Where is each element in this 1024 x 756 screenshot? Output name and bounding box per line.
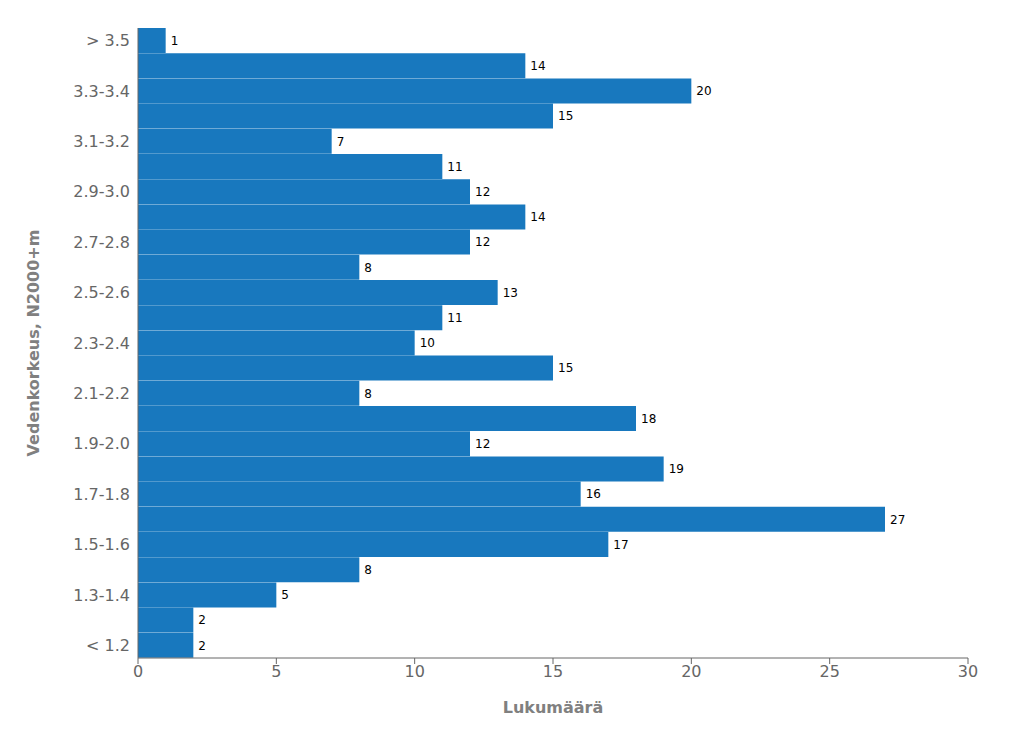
- svg-text:2.1-2.2: 2.1-2.2: [73, 384, 130, 403]
- svg-text:10: 10: [420, 336, 435, 350]
- svg-text:7: 7: [337, 135, 345, 149]
- svg-text:> 3.5: > 3.5: [86, 31, 130, 50]
- svg-text:1: 1: [171, 34, 179, 48]
- svg-text:2.3-2.4: 2.3-2.4: [73, 334, 130, 353]
- svg-text:19: 19: [669, 462, 684, 476]
- svg-text:20: 20: [681, 662, 701, 681]
- svg-text:2: 2: [198, 613, 206, 627]
- svg-text:2: 2: [198, 639, 206, 653]
- svg-text:1.3-1.4: 1.3-1.4: [73, 586, 130, 605]
- svg-text:11: 11: [447, 160, 462, 174]
- svg-text:Vedenkorkeus, N2000+m: Vedenkorkeus, N2000+m: [24, 230, 43, 457]
- svg-text:1.5-1.6: 1.5-1.6: [73, 535, 130, 554]
- svg-text:0: 0: [133, 662, 143, 681]
- svg-text:1.9-2.0: 1.9-2.0: [73, 434, 130, 453]
- svg-text:8: 8: [364, 387, 372, 401]
- svg-text:Lukumäärä: Lukumäärä: [503, 698, 604, 717]
- svg-text:< 1.2: < 1.2: [86, 636, 130, 655]
- svg-text:27: 27: [890, 513, 905, 527]
- svg-text:8: 8: [364, 261, 372, 275]
- svg-text:30: 30: [958, 662, 978, 681]
- svg-text:3.1-3.2: 3.1-3.2: [73, 132, 130, 151]
- svg-text:16: 16: [586, 487, 601, 501]
- svg-text:12: 12: [475, 185, 490, 199]
- svg-text:2.5-2.6: 2.5-2.6: [73, 283, 130, 302]
- svg-text:20: 20: [696, 84, 711, 98]
- svg-text:1.7-1.8: 1.7-1.8: [73, 485, 130, 504]
- svg-text:25: 25: [819, 662, 839, 681]
- svg-text:2.7-2.8: 2.7-2.8: [73, 233, 130, 252]
- svg-text:15: 15: [558, 361, 573, 375]
- svg-text:2.9-3.0: 2.9-3.0: [73, 182, 130, 201]
- svg-text:11: 11: [447, 311, 462, 325]
- svg-text:12: 12: [475, 235, 490, 249]
- svg-text:10: 10: [404, 662, 424, 681]
- svg-text:5: 5: [281, 588, 289, 602]
- svg-text:14: 14: [530, 210, 545, 224]
- svg-text:15: 15: [543, 662, 563, 681]
- svg-text:13: 13: [503, 286, 518, 300]
- svg-text:3.3-3.4: 3.3-3.4: [73, 82, 130, 101]
- svg-text:8: 8: [364, 563, 372, 577]
- svg-text:17: 17: [613, 538, 628, 552]
- svg-text:14: 14: [530, 59, 545, 73]
- svg-text:12: 12: [475, 437, 490, 451]
- svg-text:15: 15: [558, 109, 573, 123]
- svg-text:18: 18: [641, 412, 656, 426]
- svg-text:5: 5: [271, 662, 281, 681]
